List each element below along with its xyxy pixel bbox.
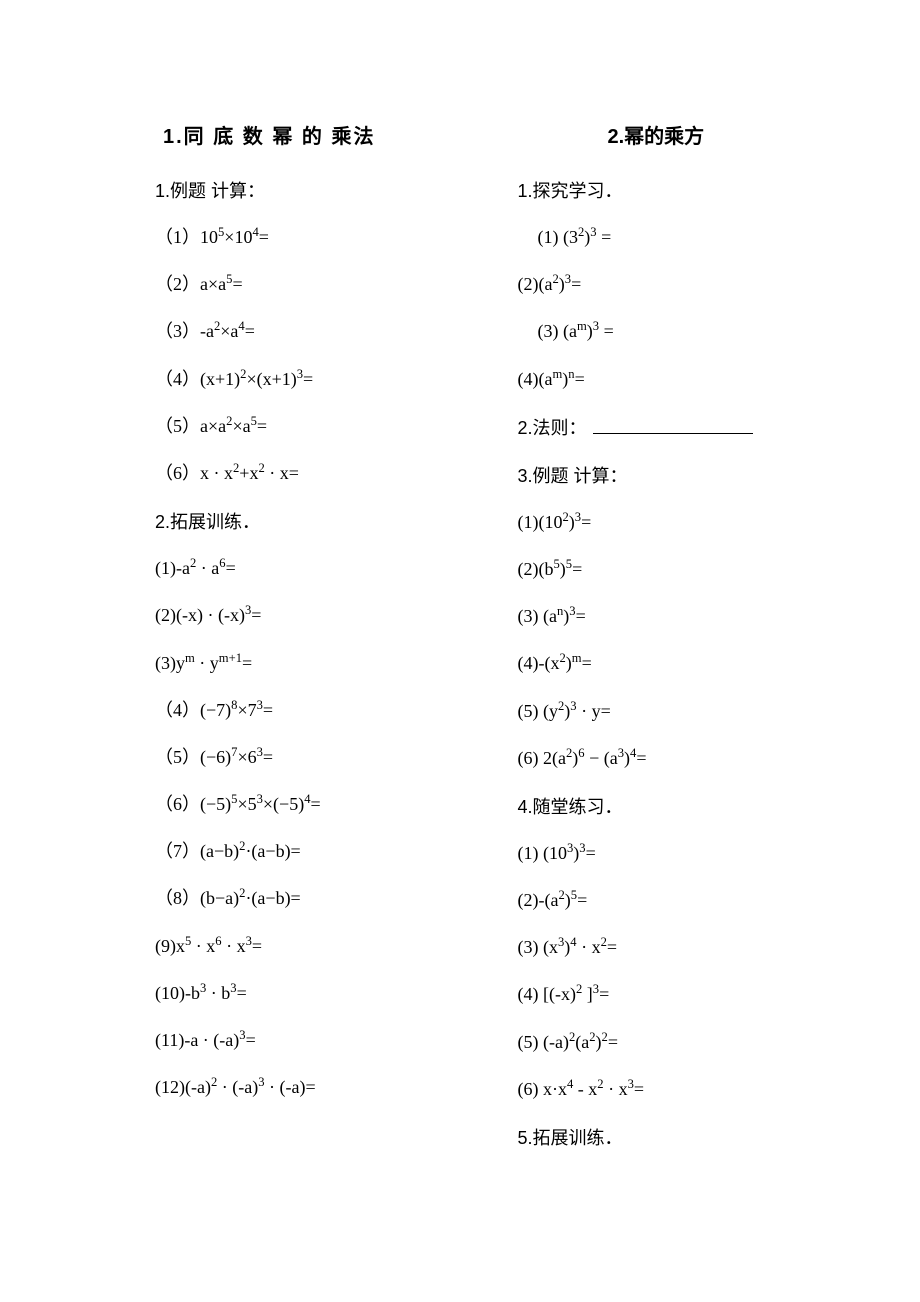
left-sec1-heading: 1.例题 计算： bbox=[155, 177, 478, 203]
right-s3-item: (5) (у2)3 · у= bbox=[518, 699, 841, 724]
left-title: 1.同 底 数 幂 的 乘法 bbox=[163, 120, 478, 149]
left-s1-item: （4）(x+1)2×(x+1)3= bbox=[155, 367, 478, 392]
right-s1-item: (2)(a2)3= bbox=[518, 272, 841, 297]
left-s2-item: (1)-a2 · a6= bbox=[155, 556, 478, 581]
right-s3-item: (6) 2(a2)6 − (a3)4= bbox=[518, 746, 841, 771]
left-s2-item: （8）(b−a)2·(a−b)= bbox=[155, 886, 478, 911]
left-s1-item: （3）-a2×a4= bbox=[155, 319, 478, 344]
right-s4-item: (1) (103)3= bbox=[518, 841, 841, 866]
right-s4-item: (2)-(a2)5= bbox=[518, 888, 841, 913]
right-s1-item: (1) (32)3 = bbox=[518, 225, 841, 250]
right-s3-item: (3) (an)3= bbox=[518, 604, 841, 629]
left-s1-item: （2）a×a5= bbox=[155, 272, 478, 297]
right-s3-item: (1)(102)3= bbox=[518, 510, 841, 535]
right-s1-item: (4)(am)n= bbox=[518, 367, 841, 392]
rule-blank-line bbox=[593, 433, 753, 434]
right-sec2-heading: 2.法则： bbox=[518, 414, 841, 440]
left-s2-item: (2)(-x) · (-x)3= bbox=[155, 603, 478, 628]
right-sec4-heading: 4.随堂练习． bbox=[518, 793, 841, 819]
right-s4-item: (3) (x3)4 · x2= bbox=[518, 935, 841, 960]
left-s2-item: (3)ym · ym+1= bbox=[155, 651, 478, 676]
left-column: 1.同 底 数 幂 的 乘法 1.例题 计算： （1）105×104= （2）a… bbox=[155, 120, 478, 1172]
right-s3-item: (4)-(x2)m= bbox=[518, 651, 841, 676]
left-s2-item: (10)-b3 · b3= bbox=[155, 981, 478, 1006]
left-s2-item: （6）(−5)5×53×(−5)4= bbox=[155, 792, 478, 817]
right-s4-item: (6) x·x4 - x2 · x3= bbox=[518, 1077, 841, 1102]
right-sec3-heading: 3.例题 计算： bbox=[518, 462, 841, 488]
left-s1-item: （5）a×a2×a5= bbox=[155, 414, 478, 439]
right-column: 2.幂的乘方 1.探究学习． (1) (32)3 = (2)(a2)3= (3)… bbox=[518, 120, 841, 1172]
left-s2-item: （5）(−6)7×63= bbox=[155, 745, 478, 770]
left-s2-item: (12)(-a)2 · (-a)3 · (-a)= bbox=[155, 1075, 478, 1100]
left-s2-item: （7）(a−b)2·(a−b)= bbox=[155, 839, 478, 864]
right-s3-item: (2)(b5)5= bbox=[518, 557, 841, 582]
left-s2-item: (11)-a · (-a)3= bbox=[155, 1028, 478, 1053]
left-s1-item: （1）105×104= bbox=[155, 225, 478, 250]
right-sec1-heading: 1.探究学习． bbox=[518, 177, 841, 203]
right-title: 2.幂的乘方 bbox=[608, 120, 841, 149]
left-s2-item: （4）(−7)8×73= bbox=[155, 698, 478, 723]
right-s1-item: (3) (am)3 = bbox=[518, 319, 841, 344]
page: 1.同 底 数 幂 的 乘法 1.例题 计算： （1）105×104= （2）a… bbox=[0, 0, 920, 1302]
left-s2-item: (9)x5 · x6 · x3= bbox=[155, 934, 478, 959]
right-s4-item: (5) (-a)2(a2)2= bbox=[518, 1030, 841, 1055]
left-sec2-heading: 2.拓展训练． bbox=[155, 508, 478, 534]
right-sec5-heading: 5.拓展训练． bbox=[518, 1124, 841, 1150]
right-s4-item: (4) [(-x)2 ]3= bbox=[518, 982, 841, 1007]
two-columns: 1.同 底 数 幂 的 乘法 1.例题 计算： （1）105×104= （2）a… bbox=[155, 120, 840, 1172]
left-s1-item: （6）x · x2+x2 · x= bbox=[155, 461, 478, 486]
right-sec2-label: 2.法则： bbox=[518, 418, 587, 438]
